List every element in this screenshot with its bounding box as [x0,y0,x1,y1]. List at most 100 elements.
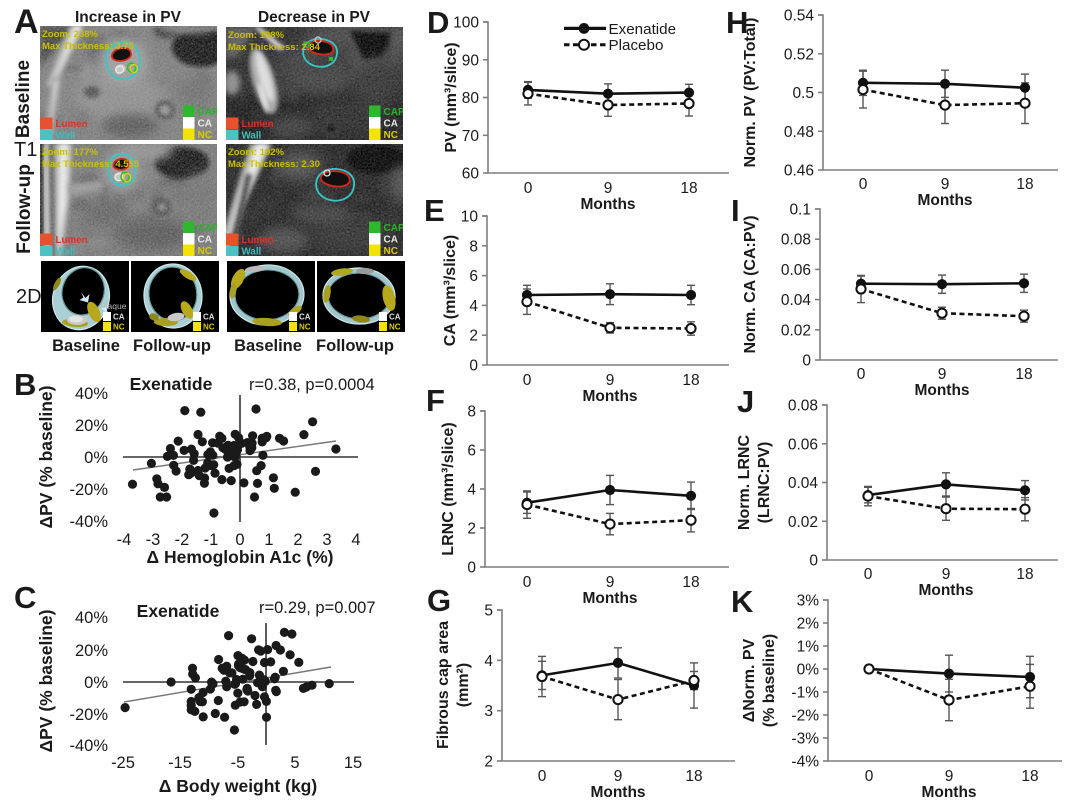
svg-text:Max Thickness: 4.555: Max Thickness: 4.555 [42,159,140,170]
svg-text:100: 100 [453,15,479,32]
svg-text:E: E [424,193,445,228]
svg-text:0%: 0% [84,449,108,467]
svg-text:20%: 20% [75,417,108,435]
svg-text:Wall: Wall [56,247,76,258]
svg-text:ΔNorm. PV: ΔNorm. PV [741,638,758,722]
svg-text:Zoom: 198%: Zoom: 198% [228,30,285,41]
svg-text:0%: 0% [84,674,108,692]
svg-text:Wall: Wall [242,247,262,258]
svg-text:PV (mm³/slice): PV (mm³/slice) [443,42,460,152]
svg-text:8: 8 [469,238,478,255]
svg-text:Max Thickness: 2.84: Max Thickness: 2.84 [228,42,321,53]
svg-text:0: 0 [859,176,868,193]
svg-text:Norm. CA (CA:PV): Norm. CA (CA:PV) [742,215,759,353]
svg-text:D: D [427,5,449,40]
svg-text:-15: -15 [168,754,192,772]
svg-text:Decrease in PV: Decrease in PV [258,9,371,26]
svg-text:18: 18 [1016,566,1033,583]
svg-text:-2: -2 [175,531,190,549]
svg-text:2: 2 [467,521,476,538]
svg-text:Follow-up: Follow-up [316,337,394,355]
svg-text:0: 0 [864,566,873,583]
svg-text:Exenatide: Exenatide [130,374,213,394]
svg-text:NC: NC [203,323,215,332]
svg-text:20%: 20% [75,642,108,660]
svg-text:0.5: 0.5 [792,85,814,102]
svg-text:4: 4 [351,531,360,549]
svg-text:0.02: 0.02 [788,514,818,531]
svg-text:(LRNC:PV): (LRNC:PV) [756,442,773,524]
svg-text:ΔPV (% baseline): ΔPV (% baseline) [36,610,56,753]
svg-text:NC: NC [198,246,212,257]
svg-text:r=0.29, p=0.007: r=0.29, p=0.007 [259,599,376,617]
svg-text:LRNC (mm³/slice): LRNC (mm³/slice) [440,422,457,555]
svg-text:18: 18 [682,372,699,389]
svg-text:-5: -5 [231,754,246,772]
svg-text:90: 90 [462,52,480,69]
svg-text:G: G [427,583,451,618]
svg-text:CAP: CAP [384,107,405,118]
svg-text:CA: CA [384,235,398,246]
svg-text:Months: Months [580,196,635,213]
svg-text:-20%: -20% [69,706,108,724]
svg-text:8: 8 [467,404,476,421]
svg-text:3: 3 [484,703,493,720]
svg-text:Baseline: Baseline [13,60,34,138]
svg-text:Months: Months [914,382,969,399]
svg-text:18: 18 [1016,176,1033,193]
svg-text:CA: CA [384,119,398,130]
svg-text:Lumen: Lumen [56,235,88,246]
svg-text:C: C [14,580,36,615]
svg-text:NC: NC [389,323,401,332]
svg-text:1%: 1% [797,639,820,656]
svg-text:Follow-up: Follow-up [133,337,211,355]
svg-text:Months: Months [582,388,637,405]
svg-text:CAP: CAP [384,223,405,234]
svg-text:0.02: 0.02 [781,322,811,339]
svg-text:0: 0 [857,366,866,383]
svg-text:-4: -4 [117,531,132,549]
svg-text:CA: CA [198,235,212,246]
svg-text:2: 2 [293,531,302,549]
svg-text:Wall: Wall [242,131,262,142]
svg-text:0: 0 [524,180,533,197]
svg-text:F: F [426,383,445,418]
svg-text:Zoom: 177%: Zoom: 177% [42,147,99,158]
svg-text:Wall: Wall [56,131,76,142]
svg-text:9: 9 [606,372,615,389]
svg-text:Max Thickness: 2.30: Max Thickness: 2.30 [228,159,320,170]
svg-text:Plaque: Plaque [100,301,127,311]
svg-text:9: 9 [614,768,623,785]
svg-text:3: 3 [322,531,331,549]
svg-text:0: 0 [523,574,532,591]
svg-text:Zoom: 238%: Zoom: 238% [42,29,99,40]
svg-text:Increase in PV: Increase in PV [75,9,182,26]
svg-text:0.06: 0.06 [788,436,818,453]
svg-text:Months: Months [918,582,973,599]
svg-text:Δ Body weight (kg): Δ Body weight (kg) [159,776,317,796]
svg-text:0.08: 0.08 [781,232,811,249]
svg-text:NC: NC [384,246,398,257]
svg-text:15: 15 [344,754,362,772]
svg-text:Follow-up: Follow-up [14,164,35,254]
svg-text:H: H [726,5,748,40]
svg-text:-3%: -3% [791,731,819,748]
svg-text:-1%: -1% [791,685,819,702]
svg-text:-3: -3 [146,531,161,549]
svg-text:0: 0 [523,372,532,389]
svg-text:NC: NC [113,323,125,332]
svg-text:10: 10 [461,209,479,226]
svg-text:Months: Months [582,590,637,607]
svg-text:18: 18 [1015,366,1032,383]
svg-text:(mm²): (mm²) [455,663,472,707]
svg-text:J: J [737,384,754,419]
svg-text:9: 9 [938,366,947,383]
svg-text:0: 0 [809,553,818,570]
svg-text:2: 2 [484,754,493,771]
svg-text:CA: CA [198,119,212,130]
svg-text:-1: -1 [204,531,219,549]
svg-text:K: K [731,584,754,619]
svg-text:CAP: CAP [198,223,219,234]
svg-text:Months: Months [917,192,972,209]
svg-text:-25: -25 [111,754,135,772]
